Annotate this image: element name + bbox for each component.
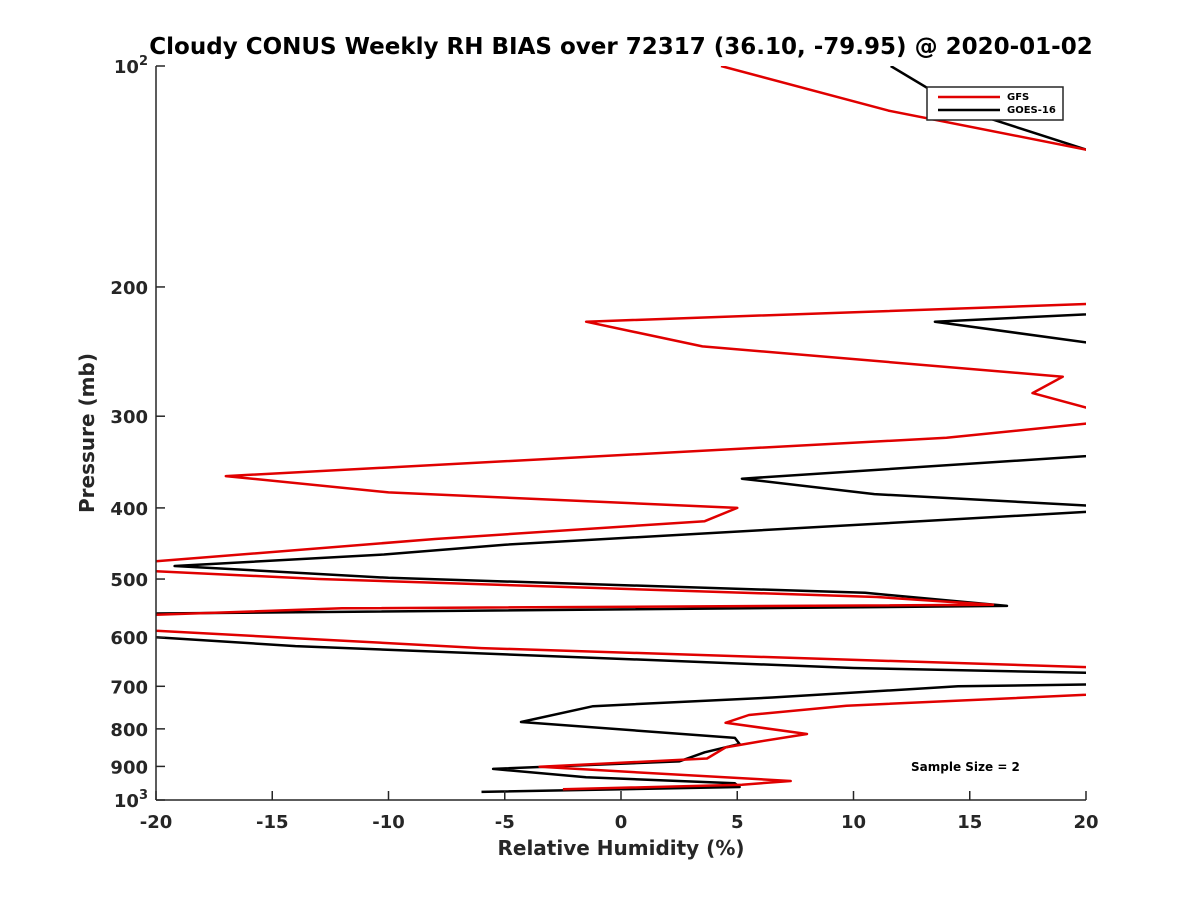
y-tick-label: 800 (110, 720, 148, 741)
sample-size-annotation: Sample Size = 2 (911, 760, 1020, 774)
legend: GFS GOES-16 (926, 86, 1064, 121)
y-tick-label: 700 (110, 677, 148, 698)
series-line-gfs (156, 66, 1086, 791)
series-layer (156, 66, 1086, 794)
y-tick-label: 600 (110, 628, 148, 649)
x-tick-label: 15 (957, 812, 982, 833)
y-tick-label: 300 (110, 407, 148, 428)
y-tick-label: 103 (114, 788, 148, 812)
series-line-goes16 (156, 66, 1086, 794)
y-tick-base: 10 (114, 791, 139, 812)
x-tick-label: 5 (731, 812, 744, 833)
legend-box (926, 86, 1064, 121)
y-tick-label: 102 (114, 54, 148, 78)
legend-label-goes16: GOES-16 (1007, 105, 1056, 116)
y-axis-label: Pressure (mb) (75, 353, 99, 513)
x-tick-label: -15 (256, 812, 289, 833)
y-tick-exponent: 3 (139, 788, 148, 803)
x-tick-label: 10 (841, 812, 866, 833)
x-tick-label: 20 (1073, 812, 1098, 833)
legend-label-gfs: GFS (1007, 92, 1029, 103)
y-tick-label: 900 (110, 757, 148, 778)
x-ticks: -20 -15 -10 -5 0 5 10 15 20 (140, 791, 1099, 833)
y-tick-base: 10 (114, 57, 139, 78)
y-tick-label: 500 (110, 570, 148, 591)
y-tick-label: 200 (110, 278, 148, 299)
x-tick-label: 0 (615, 812, 628, 833)
x-tick-label: -10 (372, 812, 405, 833)
chart-title: Cloudy CONUS Weekly RH BIAS over 72317 (… (149, 34, 1092, 60)
x-tick-label: -5 (495, 812, 515, 833)
y-tick-exponent: 2 (139, 54, 148, 69)
axes-frame (155, 66, 1086, 801)
y-tick-label: 400 (110, 499, 148, 520)
x-axis-label: Relative Humidity (%) (497, 836, 744, 860)
x-tick-label: -20 (140, 812, 173, 833)
